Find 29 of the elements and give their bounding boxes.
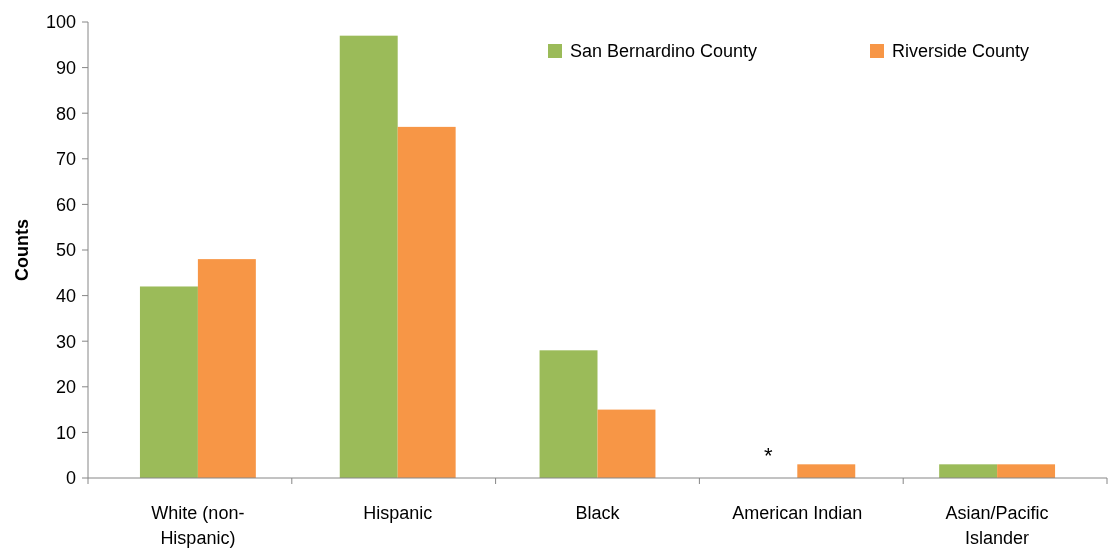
y-tick-label: 0 bbox=[65, 468, 76, 489]
x-tick-label: White (non-Hispanic) bbox=[151, 503, 245, 548]
y-tick-label: 50 bbox=[55, 240, 76, 261]
y-tick-label: 90 bbox=[55, 57, 76, 78]
y-tick-label: 60 bbox=[55, 194, 76, 215]
annotation: * bbox=[764, 443, 774, 468]
y-tick-label: 20 bbox=[55, 377, 76, 398]
bar bbox=[397, 126, 456, 478]
x-tick-label: Black bbox=[575, 503, 621, 523]
bar bbox=[997, 464, 1056, 478]
y-tick-label: 40 bbox=[55, 285, 76, 306]
y-tick-label: 10 bbox=[55, 422, 76, 443]
x-tick-label: Asian/Pacific Islander bbox=[945, 503, 1049, 548]
y-axis-title: Counts bbox=[12, 219, 32, 281]
bar bbox=[597, 409, 656, 478]
y-tick-label: 70 bbox=[55, 149, 76, 170]
bar bbox=[939, 464, 998, 478]
y-tick-label: 30 bbox=[55, 331, 76, 352]
legend-label: San Bernardino County bbox=[570, 41, 758, 62]
bar bbox=[139, 286, 198, 478]
y-tick-label: 80 bbox=[55, 103, 76, 124]
legend-label: Riverside County bbox=[892, 41, 1030, 62]
y-tick-label: 100 bbox=[45, 12, 76, 33]
bar bbox=[339, 35, 398, 478]
bar bbox=[797, 464, 856, 478]
x-tick-label: American Indian bbox=[732, 503, 863, 523]
bar bbox=[539, 350, 598, 478]
bar bbox=[197, 259, 256, 478]
x-tick-label: Hispanic bbox=[363, 503, 433, 523]
